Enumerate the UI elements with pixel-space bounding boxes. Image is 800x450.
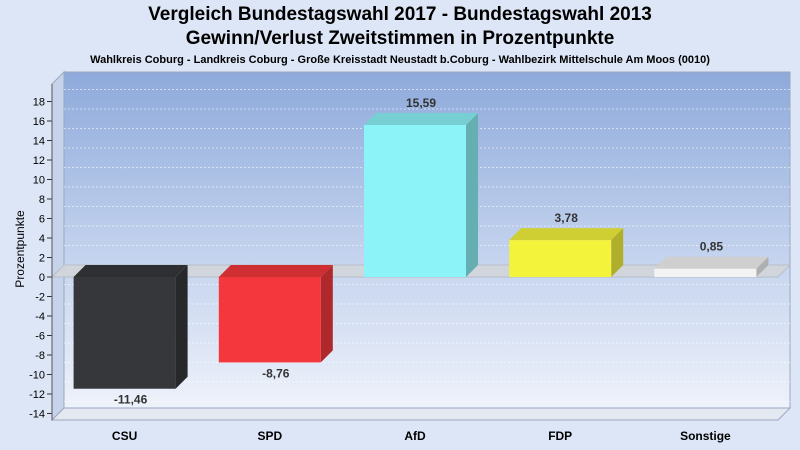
bar-afd [364,112,478,277]
bar-value-label: 15,59 [406,96,436,110]
x-category-label: FDP [548,429,572,443]
y-tick-label: 8 [39,194,45,206]
y-tick-label: 0 [39,272,45,284]
y-tick-label: -12 [29,389,45,401]
x-category-label: AfD [404,429,426,443]
bar-top-face [364,112,478,125]
y-axis-title: Prozentpunkte [13,210,27,288]
plot-left-wall [51,70,65,422]
bar-csu [73,265,188,389]
bar-front-face [73,277,176,389]
bar-top-face [654,256,769,269]
y-tick-label: -8 [35,350,45,362]
bar-front-face [509,240,612,277]
bar-front-face [218,277,321,363]
plot-floor [50,407,792,421]
y-tick-label: 10 [33,175,45,187]
chart-title-line1: Vergleich Bundestagswahl 2017 - Bundesta… [148,4,652,25]
bar-top-face [218,265,333,277]
y-tick-label: 18 [33,97,45,109]
bar-value-label: -11,46 [114,393,148,407]
bar-side-face [175,265,188,389]
y-tick-label: -14 [29,409,45,421]
y-tick-label: -10 [29,370,45,382]
bar-value-label: 3,78 [555,211,579,225]
x-category-label: CSU [112,429,137,443]
x-category-label: Sonstige [680,429,731,443]
bar-spd [218,265,333,363]
chart-title-line2: Gewinn/Verlust Zweitstimmen in Prozentpu… [185,28,615,49]
bar-fdp [509,228,624,277]
bar-top-face [509,228,624,241]
bar-side-face [466,112,478,277]
bar-side-face [320,265,333,363]
y-tick-label: 4 [39,233,45,245]
bar-value-label: 0,85 [700,240,724,254]
bar-value-label: -8,76 [262,366,290,380]
chart-subtitle: Wahlkreis Coburg - Landkreis Coburg - Gr… [90,54,710,66]
x-category-label: SPD [257,429,282,443]
y-tick-label: -4 [35,311,45,323]
bar-top-face [73,265,188,277]
bar-side-face [611,228,624,277]
y-tick-label: 12 [33,155,45,167]
y-tick-label: -6 [35,331,45,343]
y-tick-label: 6 [39,214,45,226]
bar-side-face [756,256,769,277]
bar-front-face [654,268,757,277]
y-tick-label: 16 [33,116,45,128]
bar-sonstige [654,256,769,277]
bar-front-face [364,124,466,277]
y-tick-label: 14 [33,136,45,148]
y-tick-label: 2 [39,253,45,265]
y-tick-label: -2 [35,292,45,304]
